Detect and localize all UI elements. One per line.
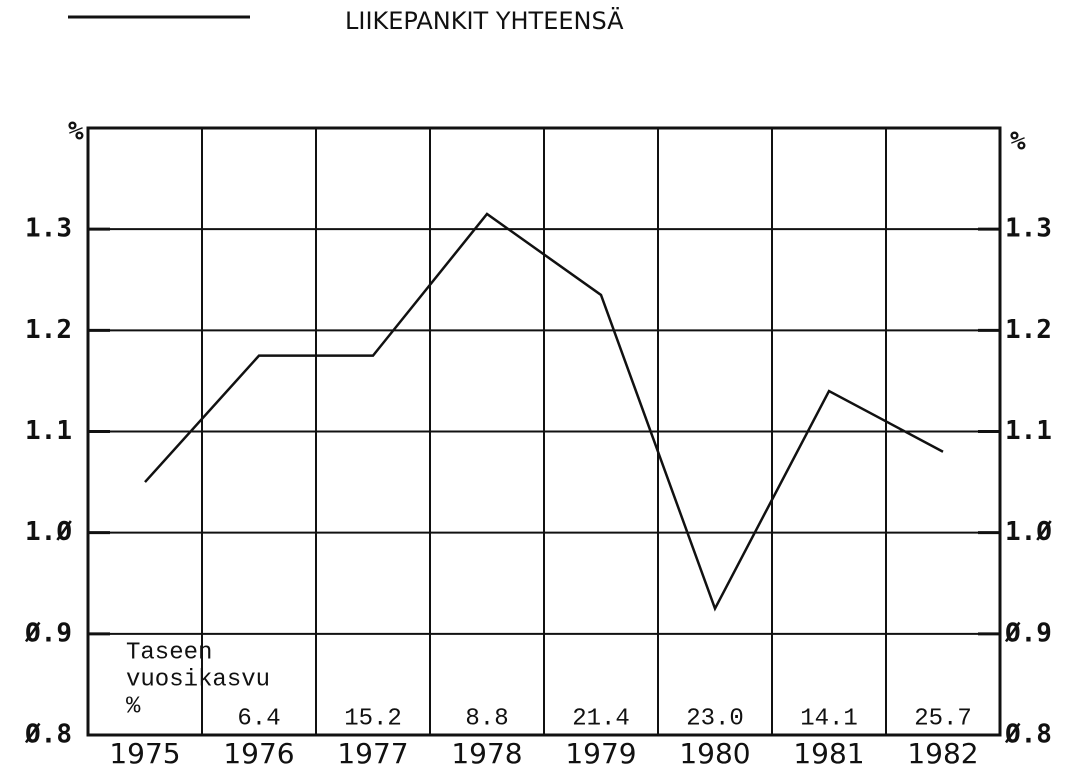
growth-value: 8.8	[465, 705, 508, 732]
x-tick-label: 1982	[907, 737, 978, 770]
growth-label: Taseen	[126, 639, 212, 666]
y2-tick-label: Ø.8	[1004, 720, 1052, 750]
y2-tick-label: 1.Ø	[1005, 517, 1052, 547]
y-tick-label: 1.1	[25, 416, 72, 446]
growth-value: 15.2	[344, 705, 402, 732]
series-line	[144, 212, 944, 612]
y-tick-label: 1.2	[25, 315, 72, 345]
y-tick-label: Ø.8	[24, 720, 72, 750]
growth-value: 25.7	[914, 705, 972, 732]
y-axis-label: %	[68, 117, 84, 147]
x-tick-label: 1976	[223, 737, 294, 770]
legend-label: LIIKEPANKIT YHTEENSÄ	[345, 6, 624, 35]
y2-tick-label: 1.1	[1005, 416, 1052, 446]
x-tick-label: 1975	[109, 737, 180, 770]
growth-value: 21.4	[572, 705, 630, 732]
y2-tick-label: 1.3	[1005, 214, 1052, 244]
x-tick-label: 1977	[337, 737, 408, 770]
y2-axis-label: %	[1010, 127, 1026, 157]
y-tick-label: 1.3	[25, 214, 72, 244]
y-tick-label: Ø.9	[24, 618, 72, 648]
y2-tick-label: Ø.9	[1004, 618, 1052, 648]
x-tick-label: 1981	[793, 737, 864, 770]
x-tick-label: 1980	[679, 737, 750, 770]
growth-value: 6.4	[237, 705, 280, 732]
x-tick-label: 1978	[451, 737, 522, 770]
y-tick-label: 1.Ø	[25, 517, 72, 547]
growth-value: 23.0	[686, 705, 744, 732]
growth-label: %	[126, 693, 141, 720]
y2-tick-label: 1.2	[1005, 315, 1052, 345]
x-tick-label: 1979	[565, 737, 636, 770]
growth-label: vuosikasvu	[126, 666, 270, 693]
growth-value: 14.1	[800, 705, 858, 732]
